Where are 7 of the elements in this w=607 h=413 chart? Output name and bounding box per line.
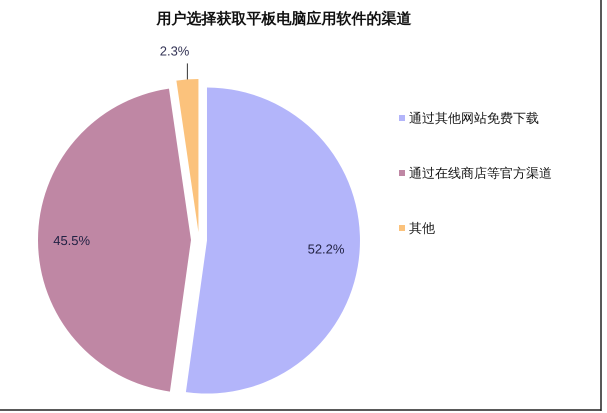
legend-label: 通过其他网站免费下载 bbox=[409, 110, 539, 126]
data-label: 2.3% bbox=[160, 43, 190, 58]
chart-title: 用户选择获取平板电脑应用软件的渠道 bbox=[156, 10, 412, 28]
data-label: 52.2% bbox=[308, 241, 345, 256]
legend-label: 通过在线商店等官方渠道 bbox=[409, 166, 552, 180]
legend-label: 其他 bbox=[409, 220, 435, 236]
data-label: 45.5% bbox=[53, 232, 91, 248]
